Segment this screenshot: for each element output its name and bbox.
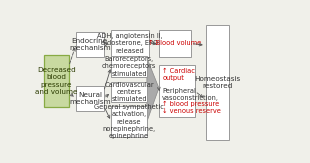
Text: vasoconstriction,: vasoconstriction, — [162, 95, 219, 101]
Text: ↓ venous reserve: ↓ venous reserve — [162, 108, 221, 114]
Polygon shape — [147, 58, 159, 122]
FancyBboxPatch shape — [111, 56, 147, 77]
Text: Neural
mechanism: Neural mechanism — [69, 92, 111, 105]
FancyBboxPatch shape — [111, 82, 147, 102]
Text: Homeostasis
restored: Homeostasis restored — [194, 76, 240, 89]
Text: Peripheral: Peripheral — [162, 88, 196, 94]
FancyBboxPatch shape — [76, 32, 104, 57]
Text: ↑ blood pressure: ↑ blood pressure — [162, 101, 219, 107]
Text: Cardiovascular
centers
stimulated: Cardiovascular centers stimulated — [104, 82, 154, 102]
FancyBboxPatch shape — [111, 30, 148, 57]
Text: Endocrine
mechanism: Endocrine mechanism — [69, 38, 111, 51]
FancyBboxPatch shape — [76, 86, 104, 111]
FancyBboxPatch shape — [206, 25, 228, 140]
FancyBboxPatch shape — [159, 30, 191, 57]
Text: output: output — [162, 75, 184, 81]
Text: Decreased
blood
pressure
and volume: Decreased blood pressure and volume — [35, 67, 78, 95]
Text: ↑ Cardiac: ↑ Cardiac — [162, 68, 195, 74]
Text: ↑ Blood volume: ↑ Blood volume — [148, 40, 202, 46]
Text: Baroreceptors,
chemoreceptors
stimulated: Baroreceptors, chemoreceptors stimulated — [102, 56, 156, 77]
Text: General sympathetic
activation,
release
norepinephrine,
epinephrine: General sympathetic activation, release … — [94, 104, 164, 139]
Text: ADH, angiotensin II,
aldosterone, EPO
released: ADH, angiotensin II, aldosterone, EPO re… — [97, 33, 163, 54]
FancyBboxPatch shape — [111, 106, 147, 137]
FancyBboxPatch shape — [159, 65, 195, 118]
FancyBboxPatch shape — [43, 55, 69, 107]
